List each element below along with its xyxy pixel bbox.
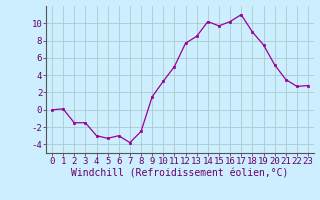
X-axis label: Windchill (Refroidissement éolien,°C): Windchill (Refroidissement éolien,°C) bbox=[71, 169, 289, 179]
